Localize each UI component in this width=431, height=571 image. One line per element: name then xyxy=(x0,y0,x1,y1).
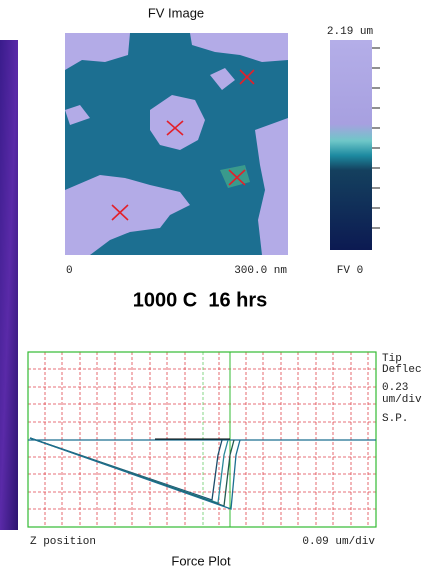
x-start-label: 0 xyxy=(66,265,73,277)
color-bar xyxy=(330,40,380,250)
x-end-label: 300.0 nm xyxy=(234,265,287,277)
side-label: um/div xyxy=(382,394,422,406)
x-scale: 0.09 um/div xyxy=(302,536,375,548)
scale-max: 2.19 um xyxy=(327,26,374,38)
x-label: Z position xyxy=(30,536,96,548)
scale-min: FV 0 xyxy=(337,265,363,277)
side-label: Tip xyxy=(382,353,402,365)
side-label: 0.23 xyxy=(382,382,408,394)
caption: 1000 C 16 hrs xyxy=(133,289,268,311)
fv-image xyxy=(65,33,288,255)
side-label: S.P. xyxy=(382,413,408,425)
force-plot xyxy=(27,351,377,528)
panel-title: FV Image xyxy=(148,5,204,20)
plot-title: Force Plot xyxy=(171,553,231,568)
side-strip xyxy=(0,40,18,530)
side-label: Deflec xyxy=(382,364,422,376)
